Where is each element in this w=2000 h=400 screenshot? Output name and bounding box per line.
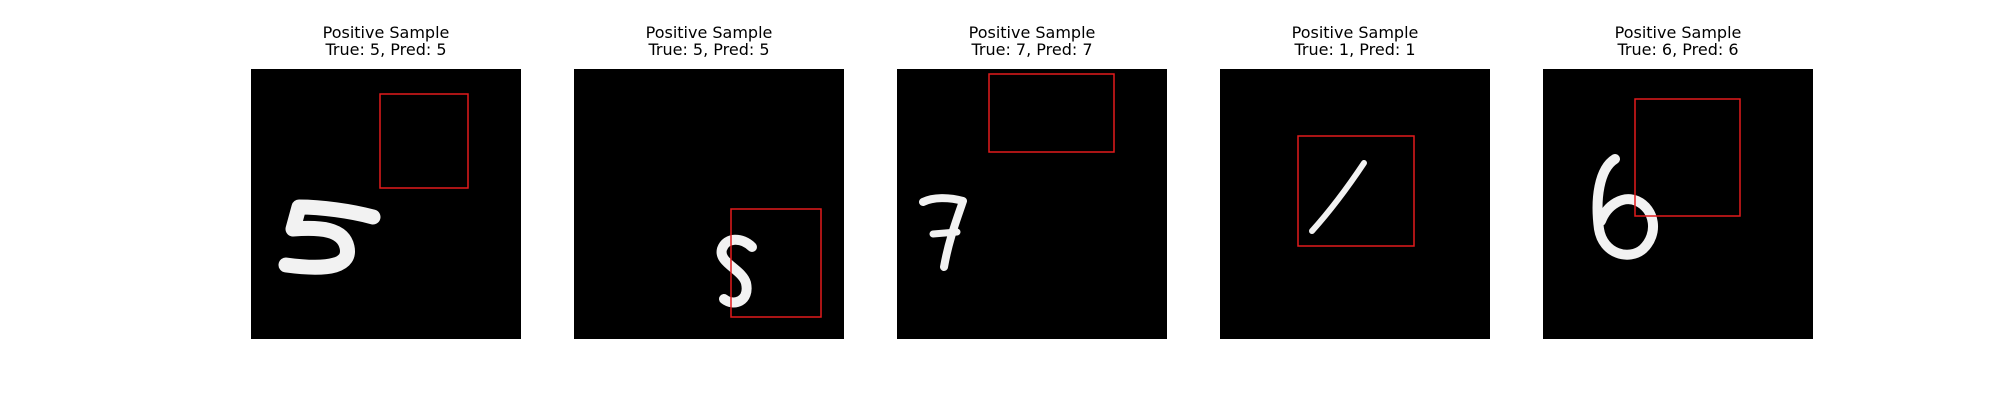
panel-title: Positive Sample True: 1, Pred: 1 [1220,24,1490,60]
digit-5-stroke [716,234,757,308]
panel-title-line2: True: 5, Pred: 5 [325,40,447,59]
panel-title-line2: True: 1, Pred: 1 [1294,40,1416,59]
digit-image [574,69,844,339]
panel-title-line2: True: 7, Pred: 7 [971,40,1093,59]
panel-title-line1: Positive Sample [1291,23,1419,42]
digit-1-stroke [1309,160,1367,234]
panel-title-line1: Positive Sample [645,23,773,42]
panel-title: Positive Sample True: 5, Pred: 5 [574,24,844,60]
sample-panel-2: Positive Sample True: 5, Pred: 5 [574,24,844,339]
digit-image [1220,69,1490,339]
panel-title: Positive Sample True: 7, Pred: 7 [897,24,1167,60]
digit-image [1543,69,1813,339]
digit-image [897,69,1167,339]
digit-7-crossbar [929,228,961,238]
panel-title-line2: True: 6, Pred: 6 [1617,40,1739,59]
sample-panel-5: Positive Sample True: 6, Pred: 6 [1543,24,1813,339]
sample-panel-3: Positive Sample True: 7, Pred: 7 [897,24,1167,339]
panel-title: Positive Sample True: 5, Pred: 5 [251,24,521,60]
detection-box [379,93,469,189]
digit-7-stroke [919,194,967,271]
detection-box [1634,98,1741,217]
detection-box [988,73,1115,153]
digit-6-stroke [1592,154,1658,260]
panel-title-line1: Positive Sample [322,23,450,42]
digit-image [251,69,521,339]
panel-title: Positive Sample True: 6, Pred: 6 [1543,24,1813,60]
detection-box [1297,135,1415,247]
detection-box [730,208,822,318]
panel-title-line1: Positive Sample [968,23,1096,42]
panel-title-line2: True: 5, Pred: 5 [648,40,770,59]
panel-title-line1: Positive Sample [1614,23,1742,42]
digit-5-stroke [278,199,381,275]
sample-panel-4: Positive Sample True: 1, Pred: 1 [1220,24,1490,339]
sample-panel-1: Positive Sample True: 5, Pred: 5 [251,24,521,339]
